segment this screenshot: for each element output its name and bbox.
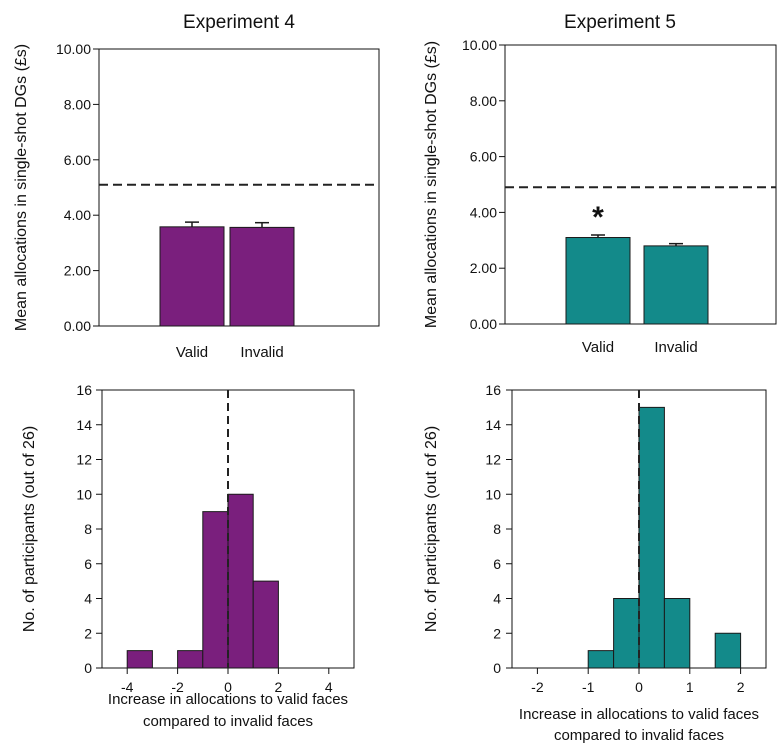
histogram-bar	[663, 598, 691, 669]
chart-title: Experiment 4	[183, 12, 295, 33]
exp4-hist-chart: No. of participants (out of 26) 0 2 4 6 8 10 12…	[21, 382, 355, 730]
x-tick-label: -1	[582, 679, 595, 695]
histogram-bar	[613, 598, 640, 669]
bar-invalid	[229, 226, 295, 327]
x-tick-label: 4	[325, 679, 333, 695]
x-axis-label-line-1: Increase in allocations to valid faces	[519, 706, 759, 723]
histogram-bar	[638, 406, 665, 669]
y-tick-label: 16	[485, 382, 501, 398]
x-axis-label-line-1: Increase in allocations to valid faces	[108, 691, 348, 708]
exp4-bar-chart: Experiment 4 Mean allocations in single-s…	[13, 12, 380, 361]
y-tick-label: 8	[493, 521, 501, 537]
x-tick-label: -2	[531, 679, 544, 695]
chart-title: Experiment 5	[564, 12, 676, 33]
category-label: Valid	[176, 344, 208, 361]
exp5-bar-chart: Experiment 5 Mean allocations in single-s…	[423, 12, 777, 356]
y-tick-label: 2	[84, 625, 92, 641]
x-tick-label: 0	[224, 679, 232, 695]
significance-marker: *	[592, 201, 604, 234]
y-axis-label: Mean allocations in single-shot DGs (£s)	[13, 44, 30, 331]
x-tick-label: 0	[635, 679, 643, 695]
y-tick-label: 12	[485, 452, 501, 468]
y-tick-label: 6	[493, 556, 501, 572]
bar-valid	[159, 226, 225, 327]
x-tick-label: 2	[275, 679, 283, 695]
x-tick-label: -2	[171, 679, 184, 695]
y-tick-label: 0	[84, 660, 92, 676]
x-tick-label: 2	[737, 679, 745, 695]
y-tick-label: 0.00	[64, 318, 91, 334]
bar-valid	[565, 237, 631, 325]
histogram-bar	[252, 580, 279, 669]
y-tick-label: 10.00	[462, 37, 497, 53]
y-tick-label: 8	[84, 521, 92, 537]
category-label: Invalid	[240, 344, 283, 361]
exp5-hist-chart: No. of participants (out of 26)024681012…	[423, 382, 767, 744]
y-tick-label: 8.00	[64, 96, 91, 112]
x-tick-label: 1	[686, 679, 694, 695]
histogram-bar	[587, 650, 615, 669]
y-tick-label: 4	[84, 591, 92, 607]
y-tick-label: 2.00	[64, 263, 91, 279]
y-tick-label: 16	[76, 382, 92, 398]
y-tick-label: 10	[76, 486, 92, 502]
category-label: Invalid	[654, 339, 697, 356]
y-tick-label: 4	[493, 591, 501, 607]
histogram-bar	[177, 650, 204, 669]
y-tick-label: 6	[84, 556, 92, 572]
y-tick-label: 10.00	[56, 41, 91, 57]
histogram-bar	[714, 632, 742, 669]
plot-frame	[504, 44, 777, 325]
histogram-bar	[202, 511, 229, 669]
y-tick-label: 8.00	[470, 93, 497, 109]
x-axis-label-line-2: compared to invalid faces	[143, 713, 313, 730]
y-tick-label: 0	[493, 660, 501, 676]
y-axis-label: No. of participants (out of 26)	[423, 426, 440, 632]
category-label: Valid	[582, 339, 614, 356]
x-axis-label-line-2: compared to invalid faces	[554, 727, 724, 744]
x-tick-label: -4	[121, 679, 134, 695]
bar-invalid	[643, 245, 709, 325]
y-tick-label: 6.00	[470, 149, 497, 165]
y-tick-label: 4.00	[64, 207, 91, 223]
histogram-bar	[227, 493, 254, 669]
y-tick-label: 14	[76, 417, 92, 433]
y-tick-label: 14	[485, 417, 501, 433]
y-tick-label: 10	[485, 486, 501, 502]
y-axis-label: No. of participants (out of 26)	[21, 426, 38, 632]
y-tick-label: 6.00	[64, 152, 91, 168]
y-tick-label: 2	[493, 625, 501, 641]
histogram-bar	[126, 650, 153, 669]
y-tick-label: 0.00	[470, 316, 497, 332]
y-tick-label: 4.00	[470, 204, 497, 220]
y-tick-label: 2.00	[470, 260, 497, 276]
y-tick-label: 12	[76, 452, 92, 468]
y-axis-label: Mean allocations in single-shot DGs (£s)	[423, 41, 440, 328]
